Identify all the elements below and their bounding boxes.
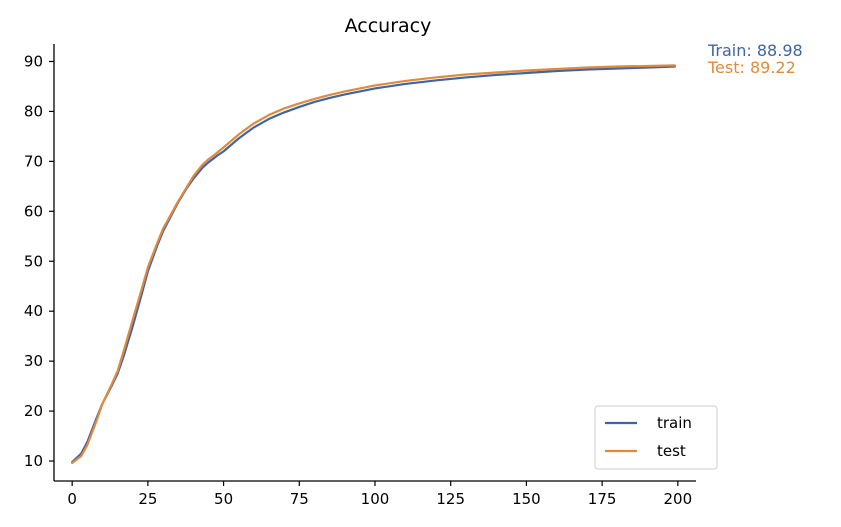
y-tick-label: 60 xyxy=(24,202,43,220)
x-tick-label: 200 xyxy=(664,490,693,508)
y-tick-label: 80 xyxy=(24,102,43,120)
x-tick-label: 25 xyxy=(138,490,157,508)
y-tick-label: 90 xyxy=(24,52,43,70)
series-line-train xyxy=(71,65,676,464)
x-tick-label: 125 xyxy=(436,490,465,508)
end-label-train: Train: 88.98 xyxy=(707,41,803,60)
y-tick-label: 70 xyxy=(24,152,43,170)
x-tick-label: 100 xyxy=(361,490,390,508)
y-tick-label: 40 xyxy=(24,302,43,320)
end-label-test: Test: 89.22 xyxy=(707,58,796,77)
y-tick-label: 30 xyxy=(24,352,43,370)
legend: train test xyxy=(594,405,718,470)
x-tick-label: 0 xyxy=(67,490,77,508)
x-tick-label: 50 xyxy=(214,490,233,508)
legend-box xyxy=(594,405,718,470)
axes: 0 25 50 75 100 125 150 175 200 10 20 30 40 50 60 70 80 90 xyxy=(24,44,696,508)
chart-title: Accuracy xyxy=(345,15,432,37)
legend-label-test: test xyxy=(657,442,686,460)
y-tick-label: 10 xyxy=(24,452,43,470)
y-tick-label: 20 xyxy=(24,402,43,420)
plot-lines xyxy=(71,64,676,465)
y-tick-label: 50 xyxy=(24,252,43,270)
legend-label-train: train xyxy=(657,414,692,432)
x-tick-label: 75 xyxy=(290,490,309,508)
series-line-test xyxy=(71,64,676,465)
x-tick-label: 175 xyxy=(588,490,617,508)
x-tick-label: 150 xyxy=(512,490,541,508)
